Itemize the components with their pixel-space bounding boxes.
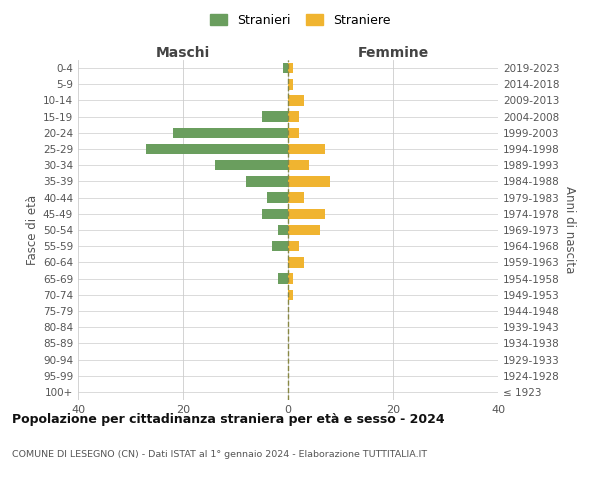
Legend: Stranieri, Straniere: Stranieri, Straniere (205, 8, 395, 32)
Bar (288, 128, 299, 138)
Bar (288, 112, 299, 122)
Bar (288, 224, 320, 235)
Bar (288, 79, 293, 90)
Bar (215, 160, 288, 170)
Y-axis label: Fasce di età: Fasce di età (26, 195, 39, 265)
Bar (146, 144, 288, 154)
Y-axis label: Anni di nascita: Anni di nascita (563, 186, 576, 274)
Bar (288, 192, 304, 203)
Bar (288, 241, 299, 252)
Text: Popolazione per cittadinanza straniera per età e sesso - 2024: Popolazione per cittadinanza straniera p… (12, 412, 445, 426)
Bar (272, 241, 288, 252)
Bar (288, 63, 293, 74)
Bar (277, 274, 288, 284)
Bar (288, 257, 304, 268)
Bar (277, 224, 288, 235)
Bar (288, 144, 325, 154)
Bar (173, 128, 288, 138)
Bar (283, 63, 288, 74)
Bar (262, 208, 288, 219)
Bar (288, 208, 325, 219)
Text: Maschi: Maschi (156, 46, 210, 60)
Bar (288, 274, 293, 284)
Bar (246, 176, 288, 186)
Bar (288, 160, 309, 170)
Bar (267, 192, 288, 203)
Bar (288, 95, 304, 106)
Text: COMUNE DI LESEGNO (CN) - Dati ISTAT al 1° gennaio 2024 - Elaborazione TUTTITALIA: COMUNE DI LESEGNO (CN) - Dati ISTAT al 1… (12, 450, 427, 459)
Bar (288, 176, 330, 186)
Bar (262, 112, 288, 122)
Text: Femmine: Femmine (358, 46, 428, 60)
Bar (288, 290, 293, 300)
